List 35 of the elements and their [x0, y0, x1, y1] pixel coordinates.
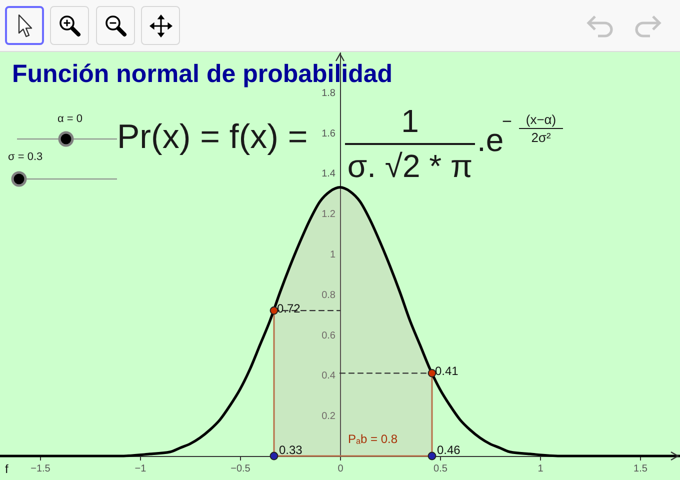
- point: [428, 452, 436, 460]
- point: [428, 368, 436, 378]
- point: [270, 452, 278, 460]
- x-tick-label: 0.5: [434, 464, 448, 474]
- x-tick-label: 1: [538, 464, 544, 474]
- annotation: Pr(x) = f(x) =: [117, 118, 308, 156]
- annotation: σ = 0.3: [8, 151, 43, 163]
- annotation: 1: [401, 103, 419, 139]
- data-label: 0.41: [435, 364, 459, 378]
- series-label: f: [5, 462, 9, 476]
- line-series: [0, 186, 680, 458]
- x-tick-label: −0.5: [230, 464, 251, 474]
- annotation: σ. √2 * π: [347, 148, 473, 184]
- annotation: (x−α): [526, 112, 556, 127]
- y-tick-label: 1.2: [322, 209, 336, 220]
- annotation: 0.33: [279, 443, 303, 457]
- y-tick-label: 0.8: [322, 290, 336, 301]
- annotation: 2σ²: [531, 130, 551, 145]
- annotation: .e: [477, 122, 504, 158]
- y-tick-label: 0.4: [322, 370, 336, 382]
- point: [270, 306, 278, 315]
- x-tick-label: −1: [134, 464, 147, 474]
- x-tick-label: 1.5: [634, 464, 648, 474]
- y-tick-label: 0.2: [322, 411, 336, 422]
- y-tick-label: 1.6: [322, 128, 336, 140]
- annotation: −: [502, 112, 512, 131]
- x-tick-label: 0: [338, 464, 344, 474]
- x-tick-label: −1.5: [30, 464, 51, 474]
- y-tick-label: 1.8: [322, 88, 336, 99]
- annotation: Pₐb = 0.8: [348, 432, 398, 446]
- y-tick-label: 1.4: [322, 168, 336, 180]
- y-tick-label: 0.6: [322, 330, 336, 342]
- y-tick-label: 1: [330, 250, 336, 260]
- annotation: 0.46: [437, 443, 461, 457]
- annotation: α = 0: [57, 113, 83, 125]
